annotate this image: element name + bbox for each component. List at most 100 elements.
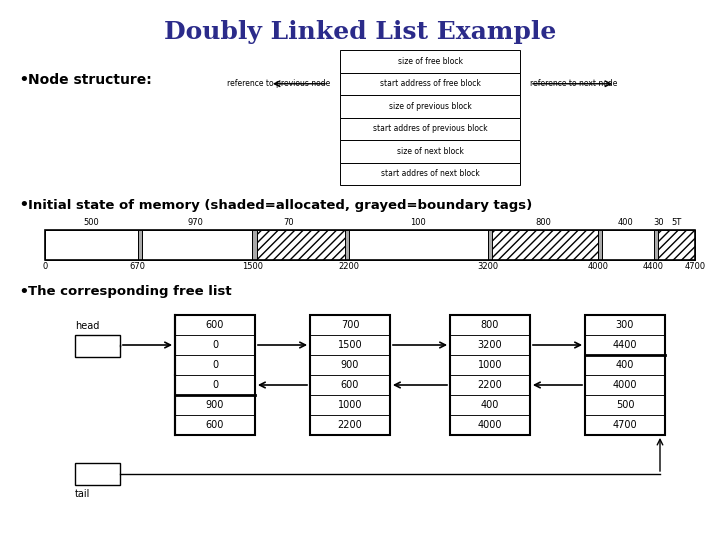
Bar (340, 72, 520, 95)
Bar (310, 335, 390, 355)
Text: 2200: 2200 (338, 262, 360, 271)
Text: 900: 900 (341, 360, 359, 370)
Text: 670: 670 (130, 262, 145, 271)
Bar (340, 118, 520, 140)
Text: 1000: 1000 (478, 360, 503, 370)
Bar (585, 395, 665, 415)
Text: •: • (18, 71, 29, 89)
Bar (340, 50, 520, 72)
Text: 3200: 3200 (477, 262, 498, 271)
Bar (585, 315, 665, 335)
Text: 500: 500 (84, 218, 99, 227)
Text: Node structure:: Node structure: (28, 73, 152, 87)
Text: head: head (75, 321, 99, 331)
Bar (45, 230, 138, 260)
Text: 900: 900 (206, 400, 224, 410)
Bar (253, 230, 256, 260)
Bar (487, 230, 492, 260)
Bar (349, 230, 487, 260)
Bar (450, 315, 530, 335)
Text: 3200: 3200 (477, 340, 503, 350)
Text: Initial state of memory (shaded=allocated, grayed=boundary tags): Initial state of memory (shaded=allocate… (28, 199, 532, 212)
Text: tail: tail (75, 489, 91, 499)
Text: start addres of next block: start addres of next block (381, 169, 480, 178)
Text: size of free block: size of free block (397, 57, 462, 66)
Bar (175, 415, 255, 435)
Bar (175, 315, 255, 435)
Text: reference to next node: reference to next node (530, 79, 617, 88)
Bar (598, 230, 603, 260)
Text: 1500: 1500 (338, 340, 362, 350)
Text: 70: 70 (284, 218, 294, 227)
Bar (310, 315, 390, 435)
Text: 800: 800 (535, 218, 551, 227)
Text: 700: 700 (341, 320, 359, 330)
Bar (450, 395, 530, 415)
Bar (175, 355, 255, 375)
Text: 4400: 4400 (643, 262, 664, 271)
Bar (450, 355, 530, 375)
Bar (45, 230, 695, 260)
Bar (585, 315, 665, 435)
Text: reference to previous node: reference to previous node (227, 79, 330, 88)
Text: Doubly Linked List Example: Doubly Linked List Example (164, 20, 556, 44)
Bar (585, 415, 665, 435)
Bar (256, 230, 345, 260)
Text: 0: 0 (42, 262, 48, 271)
Text: 4700: 4700 (613, 420, 637, 430)
Bar (75, 335, 120, 357)
Bar (310, 395, 390, 415)
Bar (175, 335, 255, 355)
Text: 300: 300 (616, 320, 634, 330)
Bar (310, 415, 390, 435)
Bar (175, 395, 255, 415)
Text: The corresponding free list: The corresponding free list (28, 286, 232, 299)
Bar (585, 375, 665, 395)
Bar (310, 375, 390, 395)
Text: 4000: 4000 (613, 380, 637, 390)
Text: start addres of previous block: start addres of previous block (373, 124, 487, 133)
Text: 100: 100 (410, 218, 426, 227)
Text: size of next block: size of next block (397, 147, 464, 156)
Text: 600: 600 (206, 320, 224, 330)
Text: 1000: 1000 (338, 400, 362, 410)
Text: 0: 0 (212, 360, 218, 370)
Text: 600: 600 (341, 380, 359, 390)
Text: start address of free block: start address of free block (379, 79, 480, 88)
Text: 4400: 4400 (613, 340, 637, 350)
Bar (340, 163, 520, 185)
Text: 4000: 4000 (478, 420, 503, 430)
Text: •: • (18, 283, 29, 301)
Bar (345, 230, 349, 260)
Text: size of previous block: size of previous block (389, 102, 472, 111)
Bar (138, 230, 142, 260)
Text: 2200: 2200 (477, 380, 503, 390)
Bar (585, 355, 665, 375)
Text: 970: 970 (187, 218, 203, 227)
Bar (492, 230, 598, 260)
Bar (585, 335, 665, 355)
Bar (310, 355, 390, 375)
Text: 400: 400 (481, 400, 499, 410)
Text: 400: 400 (618, 218, 634, 227)
Bar (603, 230, 654, 260)
Text: 30: 30 (653, 218, 664, 227)
Text: 600: 600 (206, 420, 224, 430)
Text: •: • (18, 196, 29, 214)
Text: 2200: 2200 (338, 420, 362, 430)
Bar (450, 375, 530, 395)
Bar (340, 95, 520, 118)
Bar (75, 463, 120, 485)
Bar (657, 230, 695, 260)
Text: 0: 0 (212, 340, 218, 350)
Bar (175, 375, 255, 395)
Text: 800: 800 (481, 320, 499, 330)
Text: 4700: 4700 (685, 262, 706, 271)
Text: 5T: 5T (671, 218, 681, 227)
Text: 500: 500 (616, 400, 634, 410)
Text: 1500: 1500 (242, 262, 263, 271)
Bar (142, 230, 253, 260)
Bar (450, 315, 530, 435)
Text: 4000: 4000 (588, 262, 608, 271)
Bar (310, 315, 390, 335)
